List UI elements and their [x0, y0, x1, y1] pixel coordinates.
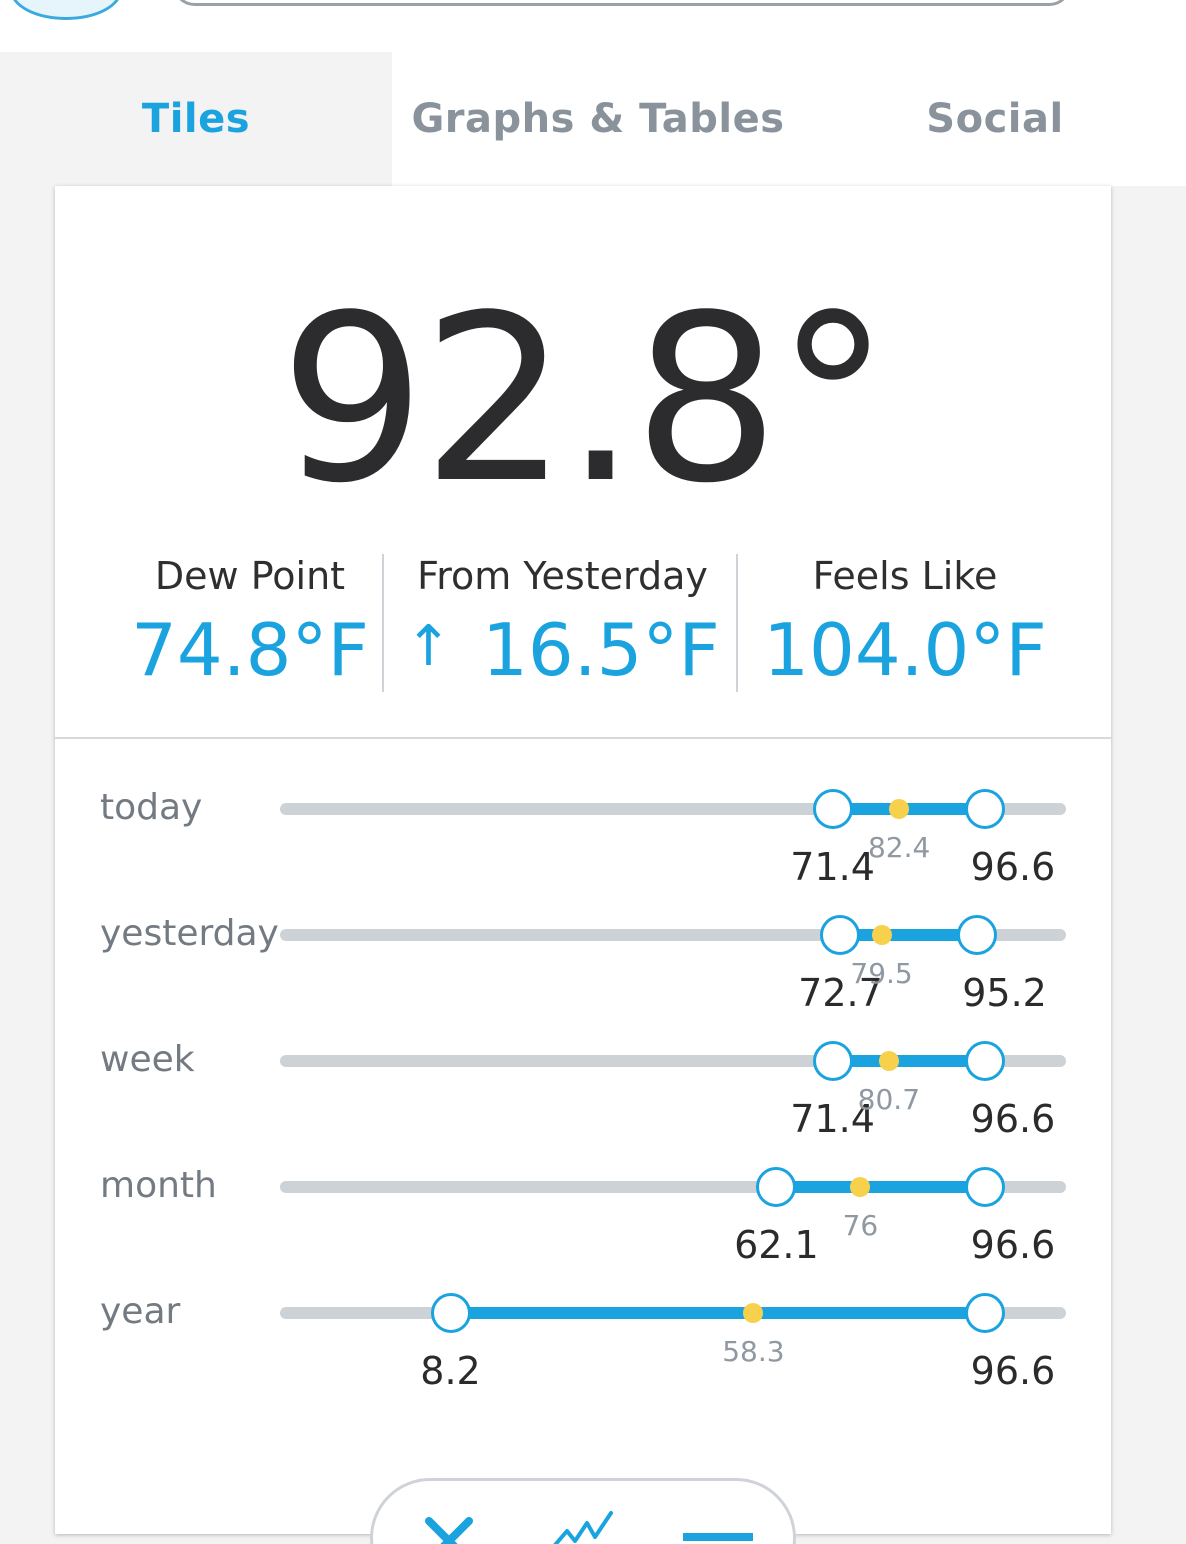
range-average-dot: [878, 1051, 899, 1071]
range-max-handle[interactable]: [956, 915, 997, 955]
line-chart-icon[interactable]: [549, 1507, 619, 1544]
current-temperature: 92.8°: [279, 267, 890, 534]
range-average-dot: [743, 1303, 764, 1323]
search-bar[interactable]: [172, 0, 1072, 6]
tab-social[interactable]: Social: [926, 96, 1064, 142]
range-row-year: year 8.2 58.3 96.6: [55, 1291, 1111, 1433]
temperature-card: 92.8° Dew Point 74.8°F From Yesterday ↑ 1…: [55, 186, 1111, 1544]
range-min-value: 72.7: [798, 971, 883, 1015]
range-min-handle[interactable]: [756, 1167, 797, 1207]
range-label: year: [100, 1291, 181, 1332]
stat-divider: [736, 554, 738, 692]
range-average-value: 80.7: [857, 1083, 921, 1116]
tab-bar: Tiles Graphs & Tables Social: [0, 52, 1186, 186]
range-average-dot: [889, 799, 910, 819]
range-max-value: 95.2: [962, 971, 1047, 1015]
arrow-up-icon: ↑: [405, 614, 453, 679]
range-label: today: [100, 787, 203, 828]
range-fill: [450, 1307, 985, 1319]
range-min-handle[interactable]: [812, 1041, 853, 1081]
range-max-value: 96.6: [970, 845, 1056, 889]
tab-graphs-tables[interactable]: Graphs & Tables: [411, 96, 785, 142]
range-min-value: 62.1: [734, 1223, 819, 1267]
range-max-value: 96.6: [970, 1097, 1056, 1141]
range-max-value: 96.6: [970, 1223, 1056, 1267]
range-row-week: week 71.4 80.7 96.6: [55, 1039, 1111, 1181]
range-max-handle[interactable]: [964, 1293, 1005, 1333]
range-min-handle[interactable]: [812, 789, 853, 829]
feels-like-value: 104.0°F: [763, 608, 1047, 692]
range-average-dot: [871, 925, 892, 945]
range-label: month: [100, 1165, 217, 1206]
range-label: week: [100, 1039, 195, 1080]
range-row-yesterday: yesterday 72.7 79.5 95.2: [55, 913, 1111, 1055]
dew-point-label: Dew Point: [154, 554, 346, 598]
range-max-handle[interactable]: [964, 789, 1005, 829]
range-row-month: month 62.1 76 96.6: [55, 1165, 1111, 1307]
range-max-value: 96.6: [970, 1349, 1056, 1393]
range-min-value: 71.4: [790, 845, 875, 889]
from-yesterday-value: 16.5°F: [482, 608, 720, 692]
range-fill: [832, 1055, 985, 1067]
range-average-value: 76: [842, 1209, 879, 1242]
range-min-handle[interactable]: [430, 1293, 471, 1333]
range-average-value: 58.3: [722, 1335, 785, 1368]
minus-icon[interactable]: [683, 1507, 753, 1544]
range-max-handle[interactable]: [964, 1167, 1005, 1207]
tab-tiles[interactable]: Tiles: [0, 52, 392, 186]
tile-toolbar: [370, 1478, 796, 1544]
section-divider: [55, 737, 1111, 739]
range-max-handle[interactable]: [964, 1041, 1005, 1081]
range-average-dot: [850, 1177, 871, 1197]
range-min-value: 71.4: [790, 1097, 875, 1141]
dew-point-stat: Dew Point 74.8°F: [125, 554, 375, 692]
range-row-today: today 71.4 82.4 96.6: [55, 787, 1111, 929]
from-yesterday-stat: From Yesterday ↑ 16.5°F: [405, 554, 720, 692]
range-average-value: 82.4: [867, 831, 931, 864]
stat-divider: [382, 554, 384, 692]
range-fill: [776, 1181, 985, 1193]
from-yesterday-label: From Yesterday: [417, 554, 708, 598]
top-bar: [0, 0, 1186, 52]
avatar[interactable]: [10, 0, 122, 20]
range-label: yesterday: [100, 913, 279, 954]
feels-like-label: Feels Like: [812, 554, 998, 598]
range-average-value: 79.5: [850, 957, 913, 990]
feels-like-stat: Feels Like 104.0°F: [755, 554, 1055, 692]
close-icon[interactable]: [417, 1507, 487, 1544]
range-min-value: 8.2: [420, 1349, 481, 1393]
dew-point-value: 74.8°F: [131, 608, 369, 692]
range-min-handle[interactable]: [820, 915, 861, 955]
